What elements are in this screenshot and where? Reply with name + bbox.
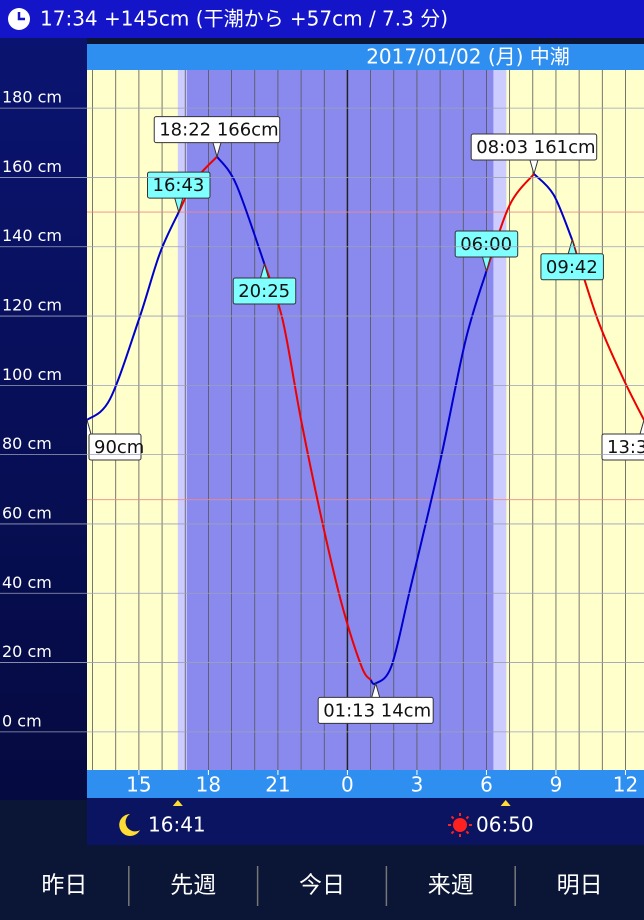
nav-button[interactable]: 昨日: [41, 873, 87, 899]
x-tick-label: 3: [411, 773, 424, 797]
y-axis-panel: [0, 38, 87, 800]
y-tick-label: 120 cm: [2, 296, 62, 315]
nav-bar: 昨日 先週 今日 来週 明日: [41, 866, 603, 906]
sun-ray: [450, 815, 455, 820]
date-strip: [87, 44, 644, 70]
sunrise-marker: [500, 800, 511, 806]
callout-box: [88, 433, 142, 461]
callout-label: 16:43: [153, 175, 205, 196]
callout-pointer: [174, 197, 184, 214]
callout-box: [153, 116, 281, 144]
callout-box: [147, 171, 211, 199]
x-tick-label: 12: [613, 773, 638, 797]
callout-pointer: [87, 418, 92, 435]
callout-label: 13:3: [607, 437, 644, 458]
callout-box: [540, 253, 604, 281]
y-tick-label: 40 cm: [2, 573, 52, 592]
sun-ray: [450, 830, 455, 835]
callout-label: 90cm: [94, 437, 144, 458]
callout-box: [470, 133, 598, 161]
x-tick-label: 18: [196, 773, 221, 797]
moonrise-marker: [172, 800, 183, 806]
nav-button[interactable]: 今日: [299, 873, 345, 899]
x-tick-label: 9: [550, 773, 563, 797]
callout-label: 01:13 14cm: [323, 700, 431, 721]
nav-button[interactable]: 明日: [557, 873, 603, 899]
sun-ray: [465, 815, 470, 820]
callout-pointer: [259, 262, 269, 279]
shade-band: [186, 70, 494, 770]
plot: 90cm 16:43 18:22 166cm 20:25 01:13 14cm 06:00…: [87, 70, 644, 770]
callout-pointer: [529, 159, 539, 176]
callout-label: 09:42: [546, 257, 598, 278]
callout-pointer: [371, 681, 381, 698]
x-tick-label: 0: [341, 773, 354, 797]
callout-pointer: [481, 256, 491, 273]
date-label: 2017/01/02 (月) 中潮: [366, 45, 570, 69]
callout-box: [601, 433, 644, 461]
nav-button[interactable]: 来週: [428, 873, 474, 899]
sunrise-time: 06:50: [476, 813, 534, 837]
x-axis-strip: [87, 770, 644, 798]
callout-box: [454, 230, 519, 258]
callout-label: 20:25: [238, 281, 290, 302]
nav-button[interactable]: 先週: [170, 873, 216, 899]
clock-hands: [17, 12, 25, 21]
y-tick-label: 0 cm: [2, 711, 42, 730]
moon-icon: [119, 814, 140, 836]
y-tick-label: 100 cm: [2, 365, 62, 384]
callout-pointer: [639, 418, 644, 435]
callout-label: 06:00: [460, 234, 512, 255]
y-tick-label: 60 cm: [2, 503, 52, 522]
status-text: 17:34 +145cm (干潮から +57cm / 7.3 分): [40, 7, 448, 31]
callout-box: [232, 277, 297, 305]
moonrise-time: 16:41: [148, 813, 206, 837]
callout-label: 08:03 161cm: [476, 137, 595, 158]
tide-line: [263, 263, 372, 681]
x-tick-label: 21: [265, 773, 290, 797]
callout-label: 18:22 166cm: [159, 120, 278, 141]
y-tick-label: 180 cm: [2, 88, 62, 107]
y-tick-label: 160 cm: [2, 157, 62, 176]
status-bar: [0, 0, 644, 38]
callout-pointer: [212, 142, 222, 159]
sun-ray: [465, 830, 470, 835]
tide-line: [87, 211, 180, 421]
sun-icon: [453, 818, 467, 832]
y-tick-label: 20 cm: [2, 642, 52, 661]
y-tick-label: 80 cm: [2, 434, 52, 453]
x-tick-label: 6: [480, 773, 493, 797]
tide-line: [369, 270, 488, 685]
x-tick-label: 15: [126, 773, 151, 797]
callout-box: [317, 696, 434, 724]
y-tick-label: 140 cm: [2, 226, 62, 245]
